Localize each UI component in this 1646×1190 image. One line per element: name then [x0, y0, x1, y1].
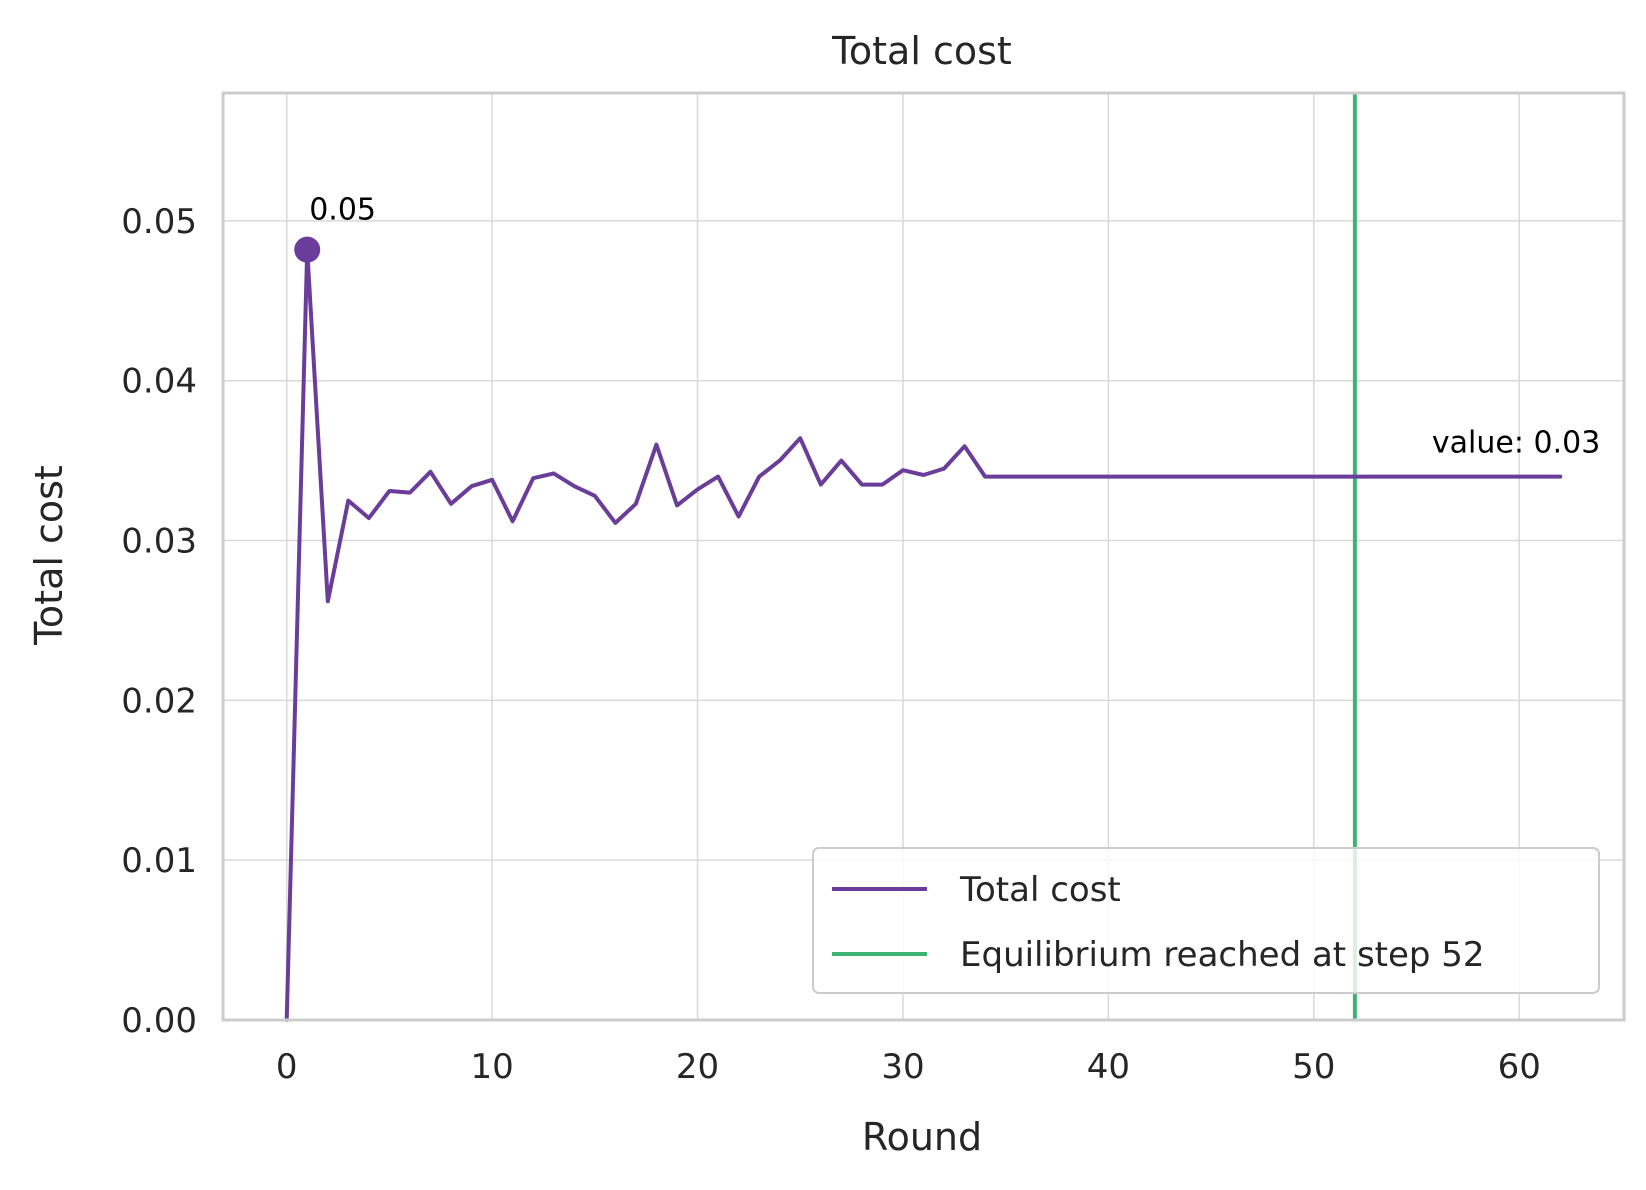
data-point: [531, 476, 535, 480]
y-tick-label: 0.04: [121, 362, 197, 402]
data-point: [428, 470, 432, 474]
data-point: [942, 467, 946, 471]
data-point: [716, 475, 720, 479]
x-tick-label: 20: [676, 1047, 719, 1087]
data-point: [1024, 475, 1028, 479]
data-point: [798, 436, 802, 440]
data-point: [490, 478, 494, 482]
data-point: [1106, 475, 1110, 479]
end-value-label: value: 0.03: [1432, 426, 1600, 461]
data-point: [511, 519, 515, 523]
max-point-marker: [294, 236, 321, 263]
data-point: [470, 484, 474, 488]
data-point: [1353, 475, 1357, 479]
annotation-layer: 0.05 value: 0.03: [294, 193, 1600, 461]
data-point: [1291, 475, 1295, 479]
data-point: [922, 473, 926, 477]
chart-title: Total cost: [831, 29, 1012, 73]
data-point: [1312, 475, 1316, 479]
plot-frame: [221, 91, 1626, 1022]
data-point: [1209, 475, 1213, 479]
legend-label-total-cost: Total cost: [959, 870, 1121, 910]
x-tick-label: 10: [470, 1047, 513, 1087]
data-point: [901, 468, 905, 472]
series-layer: [284, 247, 1563, 1022]
data-point: [346, 499, 350, 503]
data-point: [572, 484, 576, 488]
x-tick-label: 40: [1087, 1047, 1130, 1087]
data-point: [1065, 475, 1069, 479]
data-point: [963, 444, 967, 448]
data-point: [1558, 475, 1562, 479]
series-line-total-cost: [284, 247, 1563, 1022]
data-point: [1168, 475, 1172, 479]
data-point: [1250, 475, 1254, 479]
data-point: [1497, 475, 1501, 479]
data-point: [1004, 475, 1008, 479]
data-point: [552, 471, 556, 475]
data-point: [408, 491, 412, 495]
data-point: [880, 483, 884, 487]
data-point: [757, 475, 761, 479]
data-point: [1086, 475, 1090, 479]
data-point: [860, 483, 864, 487]
data-point: [1271, 475, 1275, 479]
data-point: [839, 459, 843, 463]
data-point: [1394, 475, 1398, 479]
data-point: [737, 515, 741, 519]
x-tick-label: 60: [1498, 1047, 1541, 1087]
data-point: [593, 494, 597, 498]
x-axis-title: Round: [862, 1115, 982, 1159]
y-tick-label: 0.01: [121, 841, 197, 881]
data-point: [1456, 475, 1460, 479]
data-point: [1517, 475, 1521, 479]
data-point: [983, 475, 987, 479]
data-point: [1147, 475, 1151, 479]
data-point: [1332, 475, 1336, 479]
data-point: [654, 443, 658, 447]
tick-labels: 0 10 20 30 40 50 60 0.00 0.01 0.02 0.03 0.04 0.05: [121, 202, 1541, 1087]
data-point: [696, 487, 700, 491]
data-point: [326, 599, 330, 603]
data-point: [1538, 475, 1542, 479]
data-point: [1373, 475, 1377, 479]
data-point: [1189, 475, 1193, 479]
data-point: [449, 502, 453, 506]
data-point: [634, 502, 638, 506]
data-point: [1415, 475, 1419, 479]
x-tick-label: 50: [1292, 1047, 1335, 1087]
legend-label-equilibrium: Equilibrium reached at step 52: [960, 935, 1485, 975]
x-tick-label: 30: [881, 1047, 924, 1087]
data-point: [1045, 475, 1049, 479]
data-point: [1230, 475, 1234, 479]
data-point: [613, 521, 617, 525]
y-axis-title: Total cost: [27, 465, 71, 646]
max-point-label: 0.05: [309, 193, 376, 228]
data-point: [778, 459, 782, 463]
data-point: [1127, 475, 1131, 479]
data-point: [675, 503, 679, 507]
data-point: [387, 489, 391, 493]
y-tick-label: 0.03: [121, 522, 197, 562]
legend-box: [812, 847, 1600, 994]
y-tick-label: 0.05: [121, 202, 197, 242]
x-tick-label: 0: [276, 1047, 298, 1087]
data-point: [1435, 475, 1439, 479]
data-point: [1476, 475, 1480, 479]
data-point: [367, 516, 371, 520]
y-tick-label: 0.00: [121, 1001, 197, 1041]
y-tick-label: 0.02: [121, 681, 197, 721]
data-point: [819, 483, 823, 487]
legend: Total cost Equilibrium reached at step 5…: [812, 847, 1600, 994]
